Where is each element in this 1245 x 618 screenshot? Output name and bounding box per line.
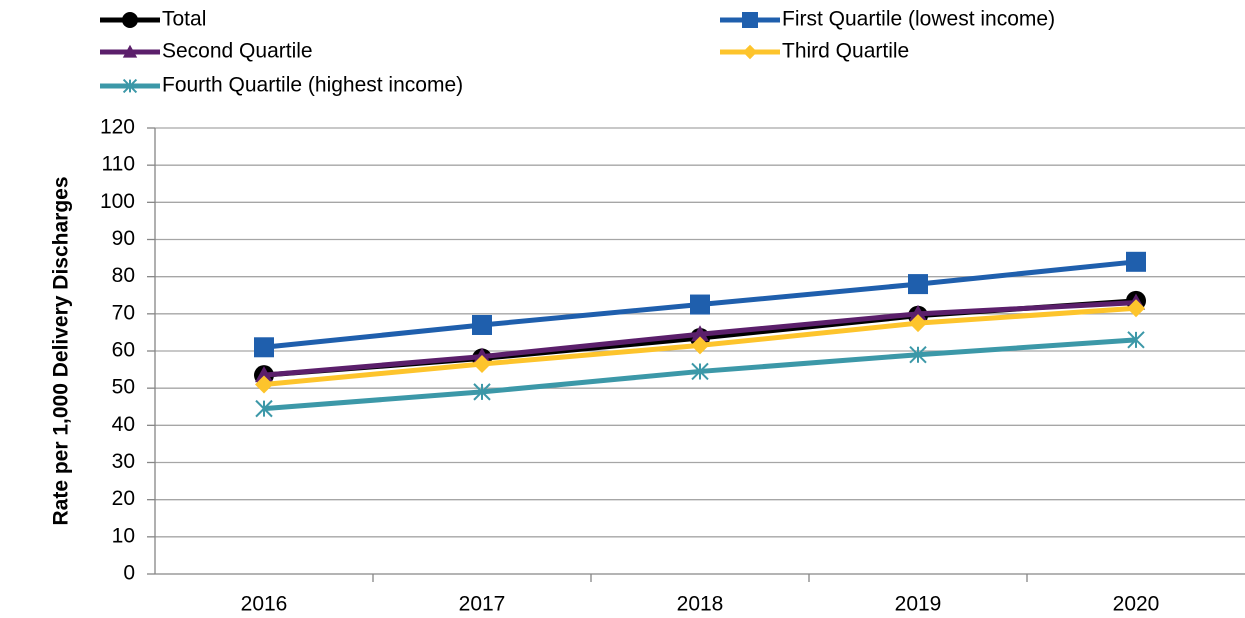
legend-marker xyxy=(122,78,138,94)
y-tick-label: 90 xyxy=(112,227,135,250)
y-tick-label: 40 xyxy=(112,413,135,436)
x-tick-label: 2016 xyxy=(241,593,288,616)
y-tick-label: 120 xyxy=(100,116,135,139)
y-tick-label: 110 xyxy=(102,153,135,176)
x-tick-label: 2019 xyxy=(895,593,942,616)
marker xyxy=(255,375,273,394)
legend-label: Fourth Quartile (highest income) xyxy=(162,74,463,97)
marker xyxy=(691,336,709,355)
legend-label: First Quartile (lowest income) xyxy=(782,8,1055,31)
marker xyxy=(1127,299,1145,318)
marker xyxy=(909,314,927,333)
marker xyxy=(691,325,709,342)
x-tick-label: 2020 xyxy=(1113,593,1160,616)
y-tick-label: 0 xyxy=(123,562,135,585)
y-tick-label: 100 xyxy=(100,190,135,213)
marker xyxy=(473,355,491,374)
legend-marker xyxy=(742,12,758,28)
y-tick-label: 70 xyxy=(112,301,135,324)
y-tick-label: 50 xyxy=(112,376,135,399)
marker xyxy=(909,346,927,364)
x-tick-label: 2018 xyxy=(677,593,724,616)
marker xyxy=(908,274,928,295)
y-tick-label: 60 xyxy=(112,339,135,362)
marker xyxy=(254,337,274,358)
marker xyxy=(472,314,492,335)
x-tick-label: 2017 xyxy=(459,593,506,616)
marker xyxy=(473,383,491,401)
legend-marker xyxy=(122,44,138,58)
marker xyxy=(255,399,273,418)
legend-marker xyxy=(122,12,138,28)
legend-label: Third Quartile xyxy=(782,40,909,63)
marker xyxy=(690,294,710,315)
marker xyxy=(909,304,927,321)
legend-label: Second Quartile xyxy=(162,40,313,63)
marker xyxy=(1126,251,1146,272)
marker xyxy=(255,366,273,383)
y-tick-label: 30 xyxy=(112,450,135,473)
y-tick-label: 80 xyxy=(112,264,135,287)
marker xyxy=(1127,331,1145,349)
legend-marker xyxy=(742,44,758,60)
y-tick-label: 20 xyxy=(112,487,135,510)
y-axis-title: Rate per 1,000 Delivery Discharges xyxy=(50,176,73,525)
marker xyxy=(691,362,709,381)
legend-label: Total xyxy=(162,8,206,31)
y-tick-label: 10 xyxy=(112,524,135,547)
